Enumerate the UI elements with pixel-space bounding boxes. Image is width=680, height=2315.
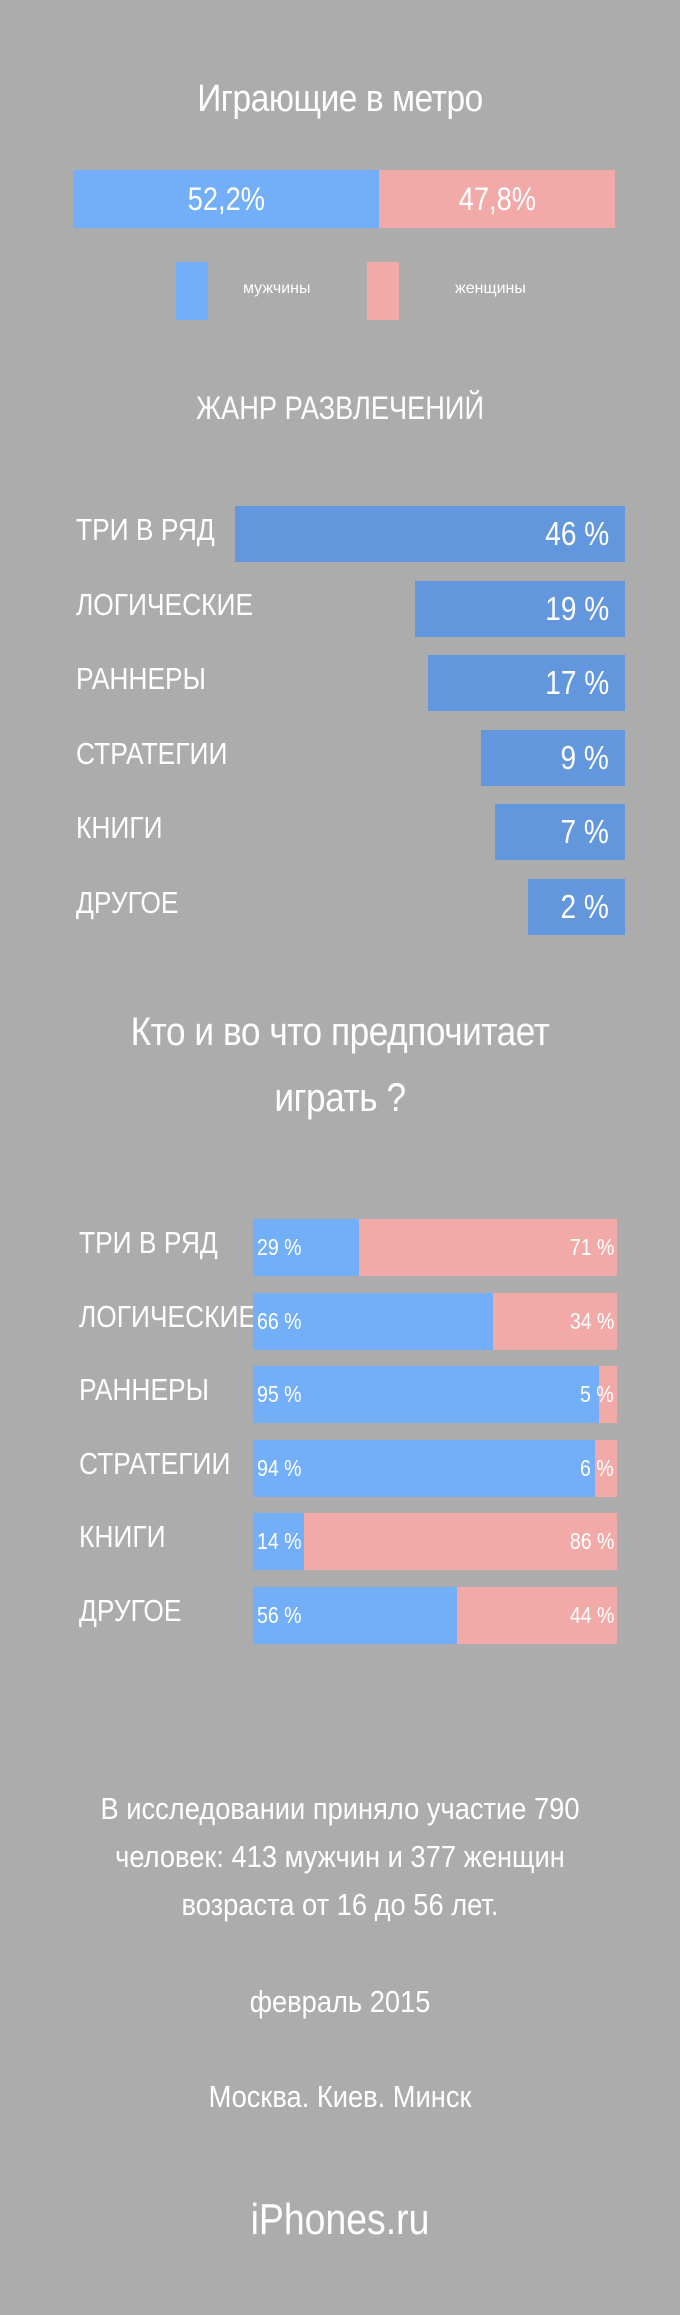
genre-bar-value: 19 % bbox=[545, 589, 609, 627]
genre-bar: 2 % bbox=[528, 878, 625, 935]
who-men-segment: 66 % bbox=[253, 1292, 494, 1350]
who-women-value: 44 % bbox=[569, 1602, 614, 1628]
info-line-1: В исследовании приняло участие 790 bbox=[100, 1791, 580, 1826]
who-men-value: 14 % bbox=[257, 1528, 302, 1555]
who-women-value: 5 % bbox=[580, 1381, 614, 1408]
women-legend-label: женщины bbox=[455, 280, 526, 297]
genre-bar: 7 % bbox=[494, 804, 625, 860]
genre-label: КНИГИ bbox=[76, 810, 163, 845]
who-men-segment: 29 % bbox=[253, 1219, 359, 1276]
who-men-segment: 95 % bbox=[253, 1366, 599, 1424]
who-bar: 95 % 5 % bbox=[253, 1366, 617, 1424]
who-men-value: 66 % bbox=[257, 1307, 302, 1334]
genre-bar-value: 7 % bbox=[560, 813, 609, 850]
who-women-value: 34 % bbox=[569, 1307, 614, 1334]
who-men-segment: 94 % bbox=[253, 1439, 596, 1497]
who-bar: 66 % 34 % bbox=[253, 1292, 617, 1350]
genre-bar: 9 % bbox=[481, 729, 625, 786]
who-bar: 29 % 71 % bbox=[253, 1219, 617, 1276]
who-men-value: 94 % bbox=[257, 1454, 302, 1481]
page-title: Играющие в метро bbox=[197, 78, 483, 120]
who-women-segment: 5 % bbox=[580, 1366, 617, 1424]
men-segment: 52,2% bbox=[73, 170, 379, 228]
genre-label: СТРАТЕГИИ bbox=[76, 735, 228, 771]
who-women-segment: 6 % bbox=[580, 1439, 617, 1497]
info-line-3: возраста от 16 до 56 лет. bbox=[181, 1887, 499, 1922]
who-men-segment: 56 % bbox=[253, 1587, 457, 1644]
who-bar: 94 % 6 % bbox=[253, 1439, 617, 1497]
who-women-value: 86 % bbox=[569, 1528, 614, 1555]
genre-label: РАННЕРЫ bbox=[76, 661, 206, 696]
who-bar: 56 % 44 % bbox=[253, 1587, 617, 1644]
who-label: ЛОГИЧЕСКИЕ bbox=[79, 1298, 257, 1334]
men-percent-label: 52,2% bbox=[187, 180, 265, 217]
genre-bar-value: 2 % bbox=[560, 887, 609, 925]
genre-bar-value: 46 % bbox=[545, 515, 609, 552]
survey-cities: Москва. Киев. Минск bbox=[208, 2079, 472, 2114]
who-heading-line-1: Кто и во что предпочитает bbox=[130, 1010, 550, 1054]
who-women-segment: 34 % bbox=[493, 1292, 617, 1350]
who-label: РАННЕРЫ bbox=[79, 1372, 209, 1408]
who-women-value: 71 % bbox=[569, 1234, 614, 1260]
info-line-2: человек: 413 мужчин и 377 женщин bbox=[115, 1839, 565, 1874]
women-legend-swatch bbox=[367, 262, 399, 320]
who-heading-line-2: играть ? bbox=[274, 1076, 406, 1120]
who-men-segment: 14 % bbox=[253, 1513, 304, 1571]
who-label: КНИГИ bbox=[79, 1519, 166, 1555]
genre-bar: 19 % bbox=[414, 580, 625, 637]
who-women-segment: 71 % bbox=[358, 1219, 617, 1276]
who-label: ТРИ В РЯД bbox=[79, 1225, 218, 1260]
who-women-value: 6 % bbox=[580, 1454, 614, 1481]
who-label: ДРУГОЕ bbox=[79, 1593, 182, 1628]
survey-date: февраль 2015 bbox=[249, 1984, 431, 2019]
who-women-segment: 86 % bbox=[303, 1513, 617, 1571]
men-legend-swatch bbox=[176, 262, 208, 320]
genre-label: ДРУГОЕ bbox=[76, 884, 179, 920]
who-women-segment: 44 % bbox=[456, 1587, 617, 1644]
who-bar: 14 % 86 % bbox=[253, 1513, 617, 1571]
women-percent-label: 47,8% bbox=[458, 180, 536, 217]
genre-label: ЛОГИЧЕСКИЕ bbox=[76, 586, 254, 622]
who-men-value: 29 % bbox=[257, 1234, 302, 1260]
genre-bar: 46 % bbox=[235, 506, 625, 562]
who-label: СТРАТЕГИИ bbox=[79, 1445, 231, 1481]
genre-label: ТРИ В РЯД bbox=[76, 512, 215, 547]
genre-bar: 17 % bbox=[428, 655, 625, 711]
women-segment: 47,8% bbox=[379, 170, 615, 228]
genre-bar-value: 9 % bbox=[560, 738, 609, 776]
gender-split-bar: 52,2% 47,8% bbox=[73, 170, 615, 228]
genres-heading: ЖАНР РАЗВЛЕЧЕНИЙ bbox=[195, 390, 485, 426]
site-name: iPhones.ru bbox=[250, 2195, 430, 2244]
who-men-value: 95 % bbox=[257, 1381, 302, 1408]
men-legend-label: мужчины bbox=[243, 280, 311, 297]
who-men-value: 56 % bbox=[257, 1602, 302, 1628]
genre-bar-value: 17 % bbox=[545, 664, 609, 701]
